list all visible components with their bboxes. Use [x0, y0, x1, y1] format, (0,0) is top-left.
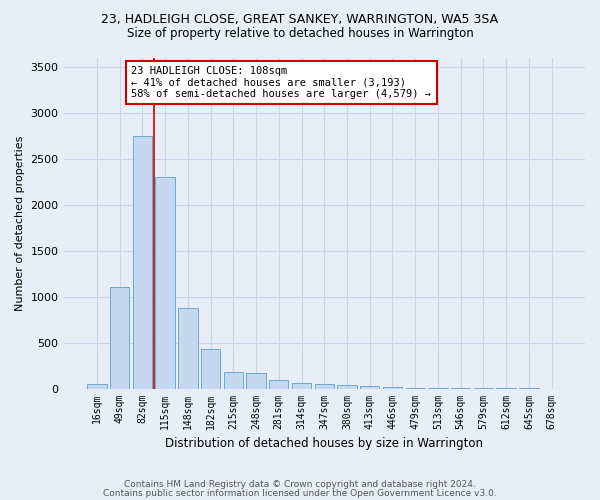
Bar — [269, 380, 289, 388]
Text: 23, HADLEIGH CLOSE, GREAT SANKEY, WARRINGTON, WA5 3SA: 23, HADLEIGH CLOSE, GREAT SANKEY, WARRIN… — [101, 12, 499, 26]
Text: Contains public sector information licensed under the Open Government Licence v3: Contains public sector information licen… — [103, 488, 497, 498]
Bar — [110, 288, 130, 388]
Bar — [201, 349, 220, 389]
Bar — [337, 385, 356, 388]
Bar — [383, 386, 402, 388]
Bar — [155, 177, 175, 388]
Text: Contains HM Land Registry data © Crown copyright and database right 2024.: Contains HM Land Registry data © Crown c… — [124, 480, 476, 489]
Y-axis label: Number of detached properties: Number of detached properties — [15, 136, 25, 310]
Text: 23 HADLEIGH CLOSE: 108sqm
← 41% of detached houses are smaller (3,193)
58% of se: 23 HADLEIGH CLOSE: 108sqm ← 41% of detac… — [131, 66, 431, 99]
Bar — [133, 136, 152, 388]
Bar — [314, 384, 334, 388]
Text: Size of property relative to detached houses in Warrington: Size of property relative to detached ho… — [127, 28, 473, 40]
Bar — [292, 382, 311, 388]
Bar — [360, 386, 379, 388]
X-axis label: Distribution of detached houses by size in Warrington: Distribution of detached houses by size … — [165, 437, 483, 450]
Bar — [224, 372, 243, 388]
Bar — [247, 374, 266, 388]
Bar — [87, 384, 107, 388]
Bar — [178, 308, 197, 388]
